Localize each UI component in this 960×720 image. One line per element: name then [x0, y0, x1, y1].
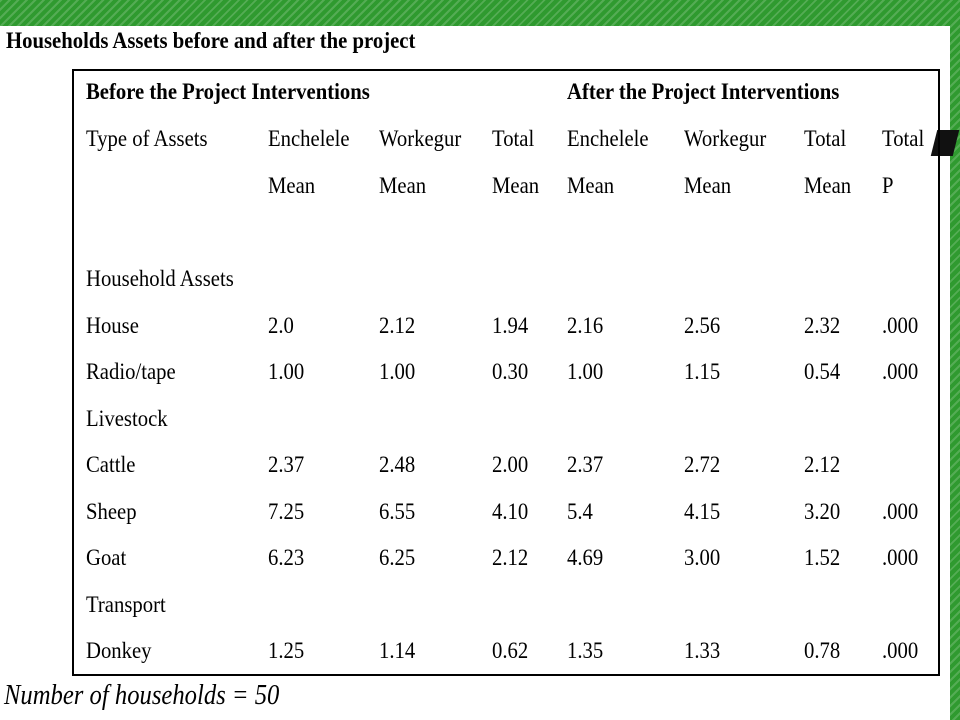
col-subheader-after-workegur: Mean	[684, 173, 732, 198]
table-cell: 2.32	[804, 313, 841, 338]
table-cell: 1.00	[567, 359, 604, 384]
table-cell: 2.37	[268, 452, 305, 477]
col-subheader-p: P	[882, 173, 894, 198]
col-header-before-total: Total	[492, 126, 535, 151]
col-header-after-workegur: Workegur	[684, 126, 767, 151]
col-subheader-before-total: Mean	[492, 173, 540, 198]
table-cell: .000	[882, 545, 919, 570]
table-cell: 1.00	[268, 359, 305, 384]
footnote-household-count: Number of households = 50	[4, 680, 280, 711]
category-transport: Transport	[86, 592, 166, 617]
table-cell: 0.30	[492, 359, 529, 384]
table-cell: .000	[882, 313, 919, 338]
table-cell: 2.12	[804, 452, 841, 477]
row-label-donkey: Donkey	[86, 638, 152, 663]
table-cell: 4.15	[684, 499, 721, 524]
decorative-right-band	[950, 26, 960, 720]
table-cell: 2.00	[492, 452, 529, 477]
assets-table: Before the Project Interventions After t…	[72, 69, 940, 676]
table-cell: 0.78	[804, 638, 841, 663]
category-household-assets: Household Assets	[86, 266, 234, 291]
table-cell: 1.15	[684, 359, 721, 384]
table-cell: 6.25	[379, 545, 416, 570]
table-cell: 1.25	[268, 638, 305, 663]
table-cell: 2.12	[492, 545, 529, 570]
row-label-goat: Goat	[86, 545, 127, 570]
col-subheader-after-total: Mean	[804, 173, 852, 198]
col-header-p-total: Total	[882, 126, 925, 151]
col-header-after-enchelele: Enchelele	[567, 126, 649, 151]
table-cell: 2.0	[268, 313, 294, 338]
col-header-before-workegur: Workegur	[379, 126, 462, 151]
table-cell: 2.12	[379, 313, 416, 338]
table-cell: 3.00	[684, 545, 721, 570]
group-header-after: After the Project Interventions	[567, 79, 840, 104]
col-subheader-after-enchelele: Mean	[567, 173, 615, 198]
col-subheader-before-workegur: Mean	[379, 173, 427, 198]
slide-title: Households Assets before and after the p…	[6, 28, 416, 53]
row-label-cattle: Cattle	[86, 452, 136, 477]
col-header-after-total: Total	[804, 126, 847, 151]
table-cell: 1.33	[684, 638, 721, 663]
table-cell: 4.10	[492, 499, 529, 524]
table-cell: .000	[882, 638, 919, 663]
row-label-house: House	[86, 313, 139, 338]
category-livestock: Livestock	[86, 406, 168, 431]
table-cell: 5.4	[567, 499, 593, 524]
table-cell: 7.25	[268, 499, 305, 524]
table-cell: 2.72	[684, 452, 721, 477]
table-cell: 1.00	[379, 359, 416, 384]
row-label-sheep: Sheep	[86, 499, 137, 524]
table-cell: 0.62	[492, 638, 529, 663]
table-cell: 2.56	[684, 313, 721, 338]
table-cell: 1.35	[567, 638, 604, 663]
col-header-before-enchelele: Enchelele	[268, 126, 350, 151]
group-header-before: Before the Project Interventions	[86, 79, 370, 104]
col-subheader-before-enchelele: Mean	[268, 173, 316, 198]
table-cell: .000	[882, 499, 919, 524]
table-cell: 1.14	[379, 638, 416, 663]
table-cell: 2.48	[379, 452, 416, 477]
table-cell: 4.69	[567, 545, 604, 570]
table-cell: 2.37	[567, 452, 604, 477]
table-cell: 0.54	[804, 359, 841, 384]
table-cell: 6.55	[379, 499, 416, 524]
table-cell: 2.16	[567, 313, 604, 338]
col-header-type: Type of Assets	[86, 126, 208, 151]
table-cell: 6.23	[268, 545, 305, 570]
table-cell: 1.94	[492, 313, 529, 338]
table-cell: 1.52	[804, 545, 841, 570]
decorative-top-band	[0, 0, 960, 26]
table-cell: 3.20	[804, 499, 841, 524]
table-cell: .000	[882, 359, 919, 384]
row-label-radio-tape: Radio/tape	[86, 359, 176, 384]
